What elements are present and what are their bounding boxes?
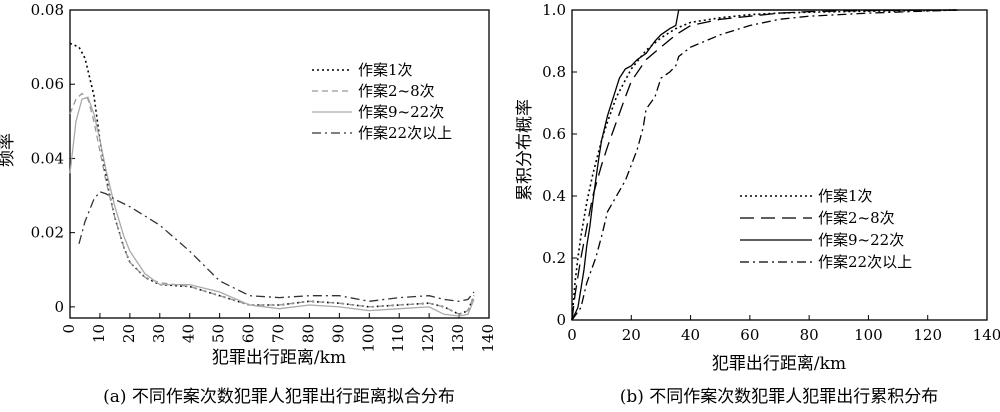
legend-label: 作案1次 bbox=[358, 61, 413, 79]
y-tick-label: 0.8 bbox=[542, 63, 566, 81]
chart-caption: (a) 不同作案次数犯罪人犯罪出行距离拟合分布 bbox=[103, 387, 455, 407]
x-tick-label: 90 bbox=[329, 324, 347, 343]
chart-a: 0 10 20 30 40 50 60 70 80 90 100 110 120 130 140 0 0.02 0… bbox=[0, 1, 497, 407]
x-tick-label: 100 bbox=[359, 324, 377, 353]
legend-label: 作案2~8次 bbox=[818, 209, 895, 227]
x-tick-label: 20 bbox=[120, 324, 138, 343]
y-tick-label: 0 bbox=[54, 298, 64, 316]
series-line-1 bbox=[571, 9, 958, 321]
y-tick-label: 0 bbox=[556, 311, 566, 329]
y-tick-label: 0.06 bbox=[31, 75, 64, 93]
x-tick-label: 0 bbox=[567, 326, 577, 344]
x-tick-label: 20 bbox=[622, 326, 641, 344]
x-axis-label: 犯罪出行距离/km bbox=[712, 354, 846, 374]
legend-label: 作案22次以上 bbox=[818, 253, 912, 271]
y-tick-label: 0.4 bbox=[542, 187, 566, 205]
x-axis-label: 犯罪出行距离/km bbox=[212, 348, 346, 368]
plot-frame bbox=[571, 9, 988, 321]
x-tick-label: 30 bbox=[150, 324, 168, 343]
x-tick-label: 60 bbox=[740, 326, 759, 344]
y-tick-label: 0.08 bbox=[31, 1, 64, 19]
x-tick-label: 40 bbox=[681, 326, 700, 344]
y-tick-label: 0.04 bbox=[31, 149, 64, 167]
x-tick-label: 140 bbox=[973, 326, 1000, 344]
legend-label: 作案2~8次 bbox=[358, 82, 435, 100]
y-tick-label: 0.6 bbox=[542, 125, 566, 143]
y-tick-label: 0.02 bbox=[31, 224, 64, 242]
series-line-3 bbox=[69, 96, 475, 317]
x-tick-label: 120 bbox=[913, 326, 942, 344]
x-tick-label: 60 bbox=[240, 324, 258, 343]
x-tick-label: 70 bbox=[270, 324, 288, 343]
y-axis-label: 频率 bbox=[0, 133, 17, 167]
y-tick-label: 0.2 bbox=[542, 249, 566, 267]
x-tick-label: 40 bbox=[180, 324, 198, 343]
x-tick-label: 0 bbox=[60, 324, 78, 334]
x-tick-label: 120 bbox=[419, 324, 437, 353]
x-tick-label: 10 bbox=[90, 324, 108, 343]
x-tick-label: 130 bbox=[449, 324, 467, 353]
legend-label: 作案22次以上 bbox=[358, 124, 452, 142]
x-tick-label: 80 bbox=[299, 324, 317, 343]
x-tick-label: 100 bbox=[854, 326, 883, 344]
series-line-2 bbox=[69, 92, 475, 316]
chart-caption: (b) 不同作案次数犯罪人犯罪出行累积分布 bbox=[620, 387, 939, 407]
chart-b: 0 20 40 60 80 100 120 14000.20.40.60.81.0作案1次作案… bbox=[515, 1, 1000, 407]
series-line-2 bbox=[571, 9, 958, 321]
legend-label: 作案1次 bbox=[818, 187, 873, 205]
x-tick-label: 80 bbox=[800, 326, 819, 344]
legend-label: 作案9~22次 bbox=[358, 103, 444, 121]
x-tick-label: 110 bbox=[389, 324, 407, 353]
legend-label: 作案9~22次 bbox=[818, 231, 904, 249]
series-line-4 bbox=[78, 191, 475, 302]
series-line-4 bbox=[571, 9, 958, 321]
x-tick-label: 50 bbox=[210, 324, 228, 343]
series-line-3 bbox=[571, 9, 958, 321]
y-tick-label: 1.0 bbox=[542, 1, 566, 19]
plot-frame bbox=[69, 9, 490, 319]
x-tick-label: 140 bbox=[479, 324, 497, 353]
y-axis-label: 累积分布概率 bbox=[515, 99, 535, 201]
